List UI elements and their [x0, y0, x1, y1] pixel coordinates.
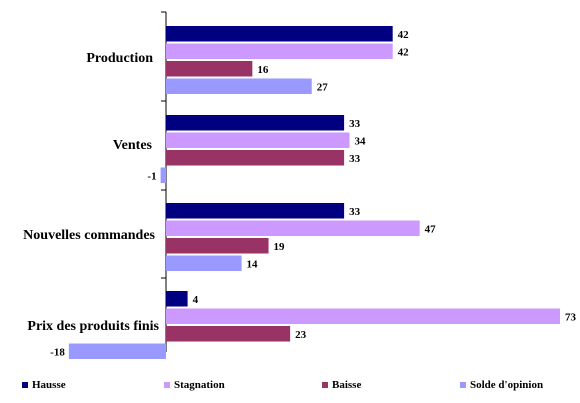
legend-label-hausse: Hausse [32, 379, 66, 391]
bar-hausse-production [166, 26, 393, 42]
category-label-ventes: Ventes [113, 138, 153, 153]
bar-stagnation-production [166, 43, 393, 59]
value-label-stagnation-prix-des-produits-finis: 73 [565, 311, 577, 323]
value-label-solde-d-opinion-production: 27 [317, 81, 329, 93]
value-label-stagnation-ventes: 34 [355, 135, 367, 147]
value-label-hausse-nouvelles-commandes: 33 [349, 206, 361, 218]
bar-stagnation-prix-des-produits-finis [166, 308, 560, 324]
legend-label-solde-d-opinion: Solde d'opinion [470, 379, 543, 391]
legend-label-stagnation: Stagnation [174, 379, 225, 391]
legend-swatch-hausse [22, 382, 28, 388]
value-label-stagnation-nouvelles-commandes: 47 [425, 223, 437, 235]
bar-hausse-ventes [166, 115, 345, 131]
legend-swatch-baisse [322, 382, 328, 388]
value-label-baisse-prix-des-produits-finis: 23 [295, 329, 307, 341]
value-label-solde-d-opinion-ventes: -1 [147, 170, 156, 182]
value-label-baisse-production: 16 [257, 64, 269, 76]
value-label-hausse-prix-des-produits-finis: 4 [193, 294, 199, 306]
legend-swatch-solde-d-opinion [460, 382, 466, 388]
value-label-solde-d-opinion-prix-des-produits-finis: -18 [50, 346, 65, 358]
legend-label-baisse: Baisse [332, 379, 361, 391]
bar-solde-d-opinion-prix-des-produits-finis [68, 343, 166, 359]
value-label-hausse-ventes: 33 [349, 118, 361, 130]
bar-baisse-ventes [166, 150, 345, 166]
bar-stagnation-ventes [166, 132, 350, 148]
category-label-production: Production [86, 51, 153, 66]
bar-baisse-nouvelles-commandes [166, 238, 269, 254]
value-label-solde-d-opinion-nouvelles-commandes: 14 [247, 258, 259, 270]
bar-solde-d-opinion-ventes [160, 167, 166, 183]
value-label-hausse-production: 42 [398, 29, 410, 41]
bar-hausse-nouvelles-commandes [166, 203, 345, 219]
bar-baisse-production [166, 61, 253, 77]
bar-stagnation-nouvelles-commandes [166, 220, 420, 236]
bar-baisse-prix-des-produits-finis [166, 326, 291, 342]
category-label-prix-des-produits-finis: Prix des produits finis [27, 319, 159, 334]
value-label-stagnation-production: 42 [398, 46, 410, 58]
bar-hausse-prix-des-produits-finis [166, 291, 188, 307]
value-label-baisse-nouvelles-commandes: 19 [274, 241, 286, 253]
value-label-baisse-ventes: 33 [349, 153, 361, 165]
bar-solde-d-opinion-production [166, 78, 312, 94]
bar-solde-d-opinion-nouvelles-commandes [166, 255, 242, 271]
category-label-nouvelles-commandes: Nouvelles commandes [23, 228, 155, 243]
legend-swatch-stagnation [164, 382, 170, 388]
